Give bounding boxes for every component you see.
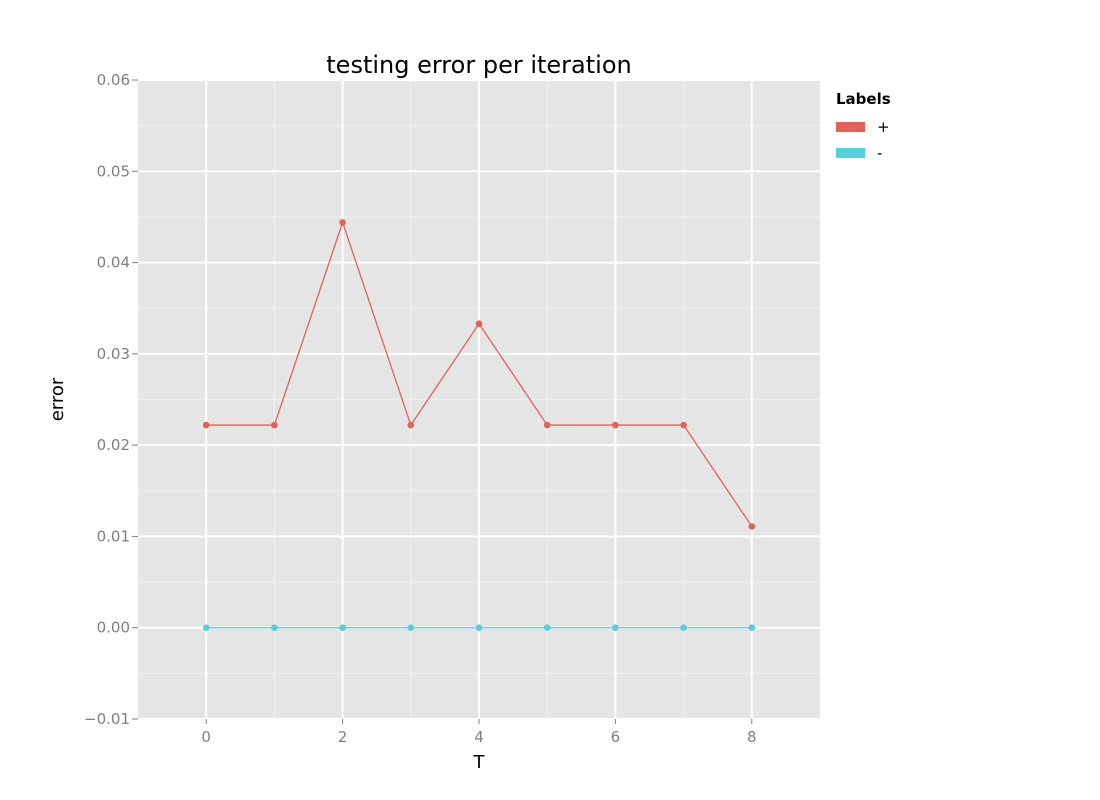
data-point — [202, 421, 210, 429]
legend-item: + — [836, 118, 890, 136]
legend-item: - — [836, 144, 882, 162]
legend-title: Labels — [836, 90, 891, 108]
y-tick-label: 0.03 — [97, 345, 130, 363]
data-point — [543, 624, 551, 632]
x-tick-label: 8 — [747, 728, 757, 746]
data-point — [339, 219, 346, 226]
x-axis-title: T — [473, 752, 486, 773]
y-tick-label: 0.05 — [97, 162, 130, 180]
data-point — [748, 523, 756, 530]
series-minus — [202, 624, 756, 632]
y-tick-label: 0.01 — [97, 527, 130, 545]
x-tick-label: 0 — [201, 728, 211, 746]
y-tick-label: 0.04 — [97, 254, 130, 272]
y-tick-label: 0.06 — [97, 71, 130, 89]
data-point — [271, 421, 278, 429]
legend-swatch — [836, 122, 865, 132]
axis-ticks — [132, 79, 753, 724]
data-point — [543, 421, 551, 429]
data-point — [271, 624, 278, 632]
x-tick-labels: 0 2 4 6 8 — [201, 728, 756, 746]
data-point — [407, 624, 415, 632]
y-axis-title: error — [47, 377, 68, 421]
x-tick-label: 2 — [338, 728, 348, 746]
y-tick-label: −0.01 — [84, 710, 130, 728]
data-point — [475, 320, 483, 328]
x-tick-label: 4 — [474, 728, 484, 746]
data-point — [612, 624, 619, 632]
series-layer — [202, 219, 756, 632]
y-tick-label: 0.00 — [97, 619, 130, 637]
data-point — [202, 624, 210, 632]
data-point — [475, 624, 483, 632]
chart-title: testing error per iteration — [326, 51, 631, 79]
legend-label: - — [877, 144, 882, 162]
legend-label: + — [877, 118, 890, 136]
data-point — [612, 421, 619, 429]
data-point — [748, 624, 756, 632]
data-point — [407, 421, 415, 429]
series-plus — [202, 219, 756, 530]
legend: Labels +- — [836, 90, 891, 162]
legend-items: +- — [836, 118, 890, 162]
x-tick-label: 6 — [611, 728, 621, 746]
y-tick-label: 0.02 — [97, 436, 130, 454]
y-tick-labels: −0.01 0.00 0.01 0.02 0.03 0.04 0.05 0.06 — [84, 71, 130, 728]
data-point — [680, 421, 687, 429]
data-point — [680, 624, 687, 632]
legend-swatch — [836, 148, 865, 158]
data-point — [339, 624, 346, 632]
